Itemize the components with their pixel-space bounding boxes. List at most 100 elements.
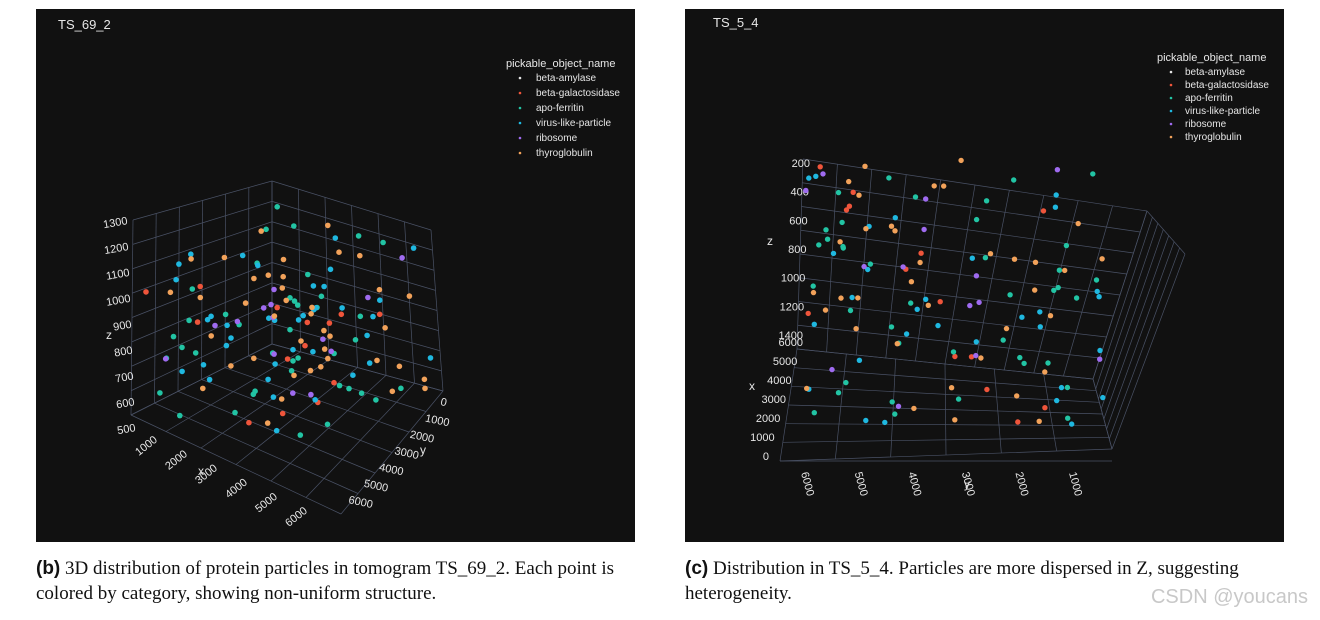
- caption-c: (c) Distribution in TS_5_4. Particles ar…: [685, 556, 1295, 606]
- data-point: [352, 337, 359, 343]
- grid-line: [944, 363, 947, 456]
- y-tick-label: 6000: [347, 494, 373, 511]
- data-point: [380, 239, 386, 246]
- z-tick-label: 500: [116, 422, 136, 437]
- grid-line: [1106, 241, 1175, 430]
- data-point: [232, 409, 238, 416]
- data-point: [288, 368, 295, 374]
- grid-line: [1146, 210, 1186, 255]
- data-point: [279, 410, 286, 417]
- data-point: [234, 318, 241, 325]
- legend-item: apo-ferritin: [1185, 93, 1233, 104]
- data-point: [931, 183, 937, 189]
- grid-line: [1003, 195, 1045, 371]
- data-point: [840, 245, 846, 251]
- caption-b-label: (b): [36, 558, 61, 579]
- grid-line: [271, 180, 432, 231]
- legend-item: thyroglobulin: [1185, 132, 1242, 143]
- grid-line: [271, 262, 438, 311]
- data-point: [1090, 171, 1096, 177]
- data-point: [1014, 393, 1020, 399]
- data-point: [849, 294, 855, 301]
- data-point: [355, 233, 362, 239]
- grid-line: [1043, 373, 1058, 452]
- data-point: [346, 385, 352, 392]
- y-tick-label: 0: [439, 396, 447, 409]
- data-point: [941, 183, 947, 189]
- data-point: [1047, 313, 1054, 319]
- data-point: [291, 223, 297, 229]
- data-point: [835, 189, 842, 196]
- data-point: [923, 296, 929, 302]
- data-point: [813, 173, 819, 179]
- data-point: [918, 250, 924, 256]
- legend-item: apo-ferritin: [536, 103, 584, 114]
- data-point: [143, 289, 149, 295]
- data-point: [810, 283, 816, 289]
- data-point: [811, 410, 817, 416]
- data-point: [1097, 356, 1103, 362]
- data-point: [830, 250, 837, 257]
- chart-panel-ts-69-2[interactable]: 500 600 700 800 900 1000 1100 1200 1300 z 1000 2000…: [36, 9, 635, 542]
- data-point: [327, 333, 333, 340]
- data-point: [900, 264, 906, 270]
- data-point: [1003, 325, 1010, 332]
- data-point: [882, 419, 888, 426]
- data-point: [242, 300, 249, 306]
- data-point: [1051, 287, 1057, 293]
- data-point: [309, 304, 315, 311]
- data-point: [246, 419, 252, 426]
- data-point: [389, 388, 396, 395]
- x-tick-label: 4000: [767, 375, 791, 387]
- data-point: [908, 300, 914, 306]
- y-tick-label: 1000: [424, 413, 450, 430]
- data-point: [326, 320, 333, 326]
- data-point: [304, 319, 311, 326]
- z-tick-label: 1200: [780, 301, 804, 313]
- data-point: [332, 235, 339, 241]
- data-point: [328, 348, 335, 355]
- data-point: [921, 226, 927, 233]
- data-point: [892, 411, 898, 417]
- y-tick-label: 6000: [798, 471, 816, 498]
- x-tick-label: 0: [763, 451, 769, 463]
- data-point: [1021, 360, 1027, 367]
- data-point: [806, 175, 812, 181]
- data-point: [382, 325, 388, 331]
- data-point: [370, 313, 376, 320]
- z-tick-label: 200: [792, 158, 810, 170]
- data-point: [853, 326, 859, 332]
- data-point: [192, 350, 199, 356]
- data-point: [1037, 324, 1043, 330]
- grid-line: [132, 201, 273, 245]
- legend-marker: [1169, 96, 1173, 100]
- y-tick-label: 1000: [1066, 471, 1084, 498]
- grid-line: [130, 414, 342, 515]
- data-point: [290, 390, 296, 396]
- grid-line: [1092, 378, 1113, 450]
- legend-item: beta-galactosidase: [1185, 80, 1269, 91]
- chart-panel-ts-5-4[interactable]: 200 400 600 800 1000 1200 1400 z 6000 5000 4000 300…: [685, 9, 1284, 542]
- data-point: [239, 252, 246, 259]
- data-point: [1032, 259, 1039, 265]
- legend-title: pickable_object_name: [1157, 52, 1266, 64]
- data-point: [300, 312, 307, 319]
- data-point: [861, 263, 867, 270]
- data-point: [251, 275, 257, 282]
- data-point: [307, 367, 314, 374]
- legend-item: ribosome: [536, 133, 578, 144]
- x-tick-label: 5000: [253, 491, 280, 516]
- legend-item: ribosome: [1185, 119, 1227, 130]
- grid-line: [271, 302, 441, 352]
- data-point: [1011, 256, 1018, 262]
- legend-marker: [1169, 122, 1173, 126]
- data-point: [1000, 337, 1006, 343]
- legend-marker: [518, 151, 522, 155]
- data-point: [302, 342, 308, 349]
- data-point: [982, 255, 989, 261]
- data-point: [373, 397, 379, 403]
- data-point: [173, 276, 179, 283]
- x-tick-label: 6000: [779, 337, 803, 349]
- y-tick-label: 5000: [363, 478, 389, 495]
- data-point: [835, 390, 842, 396]
